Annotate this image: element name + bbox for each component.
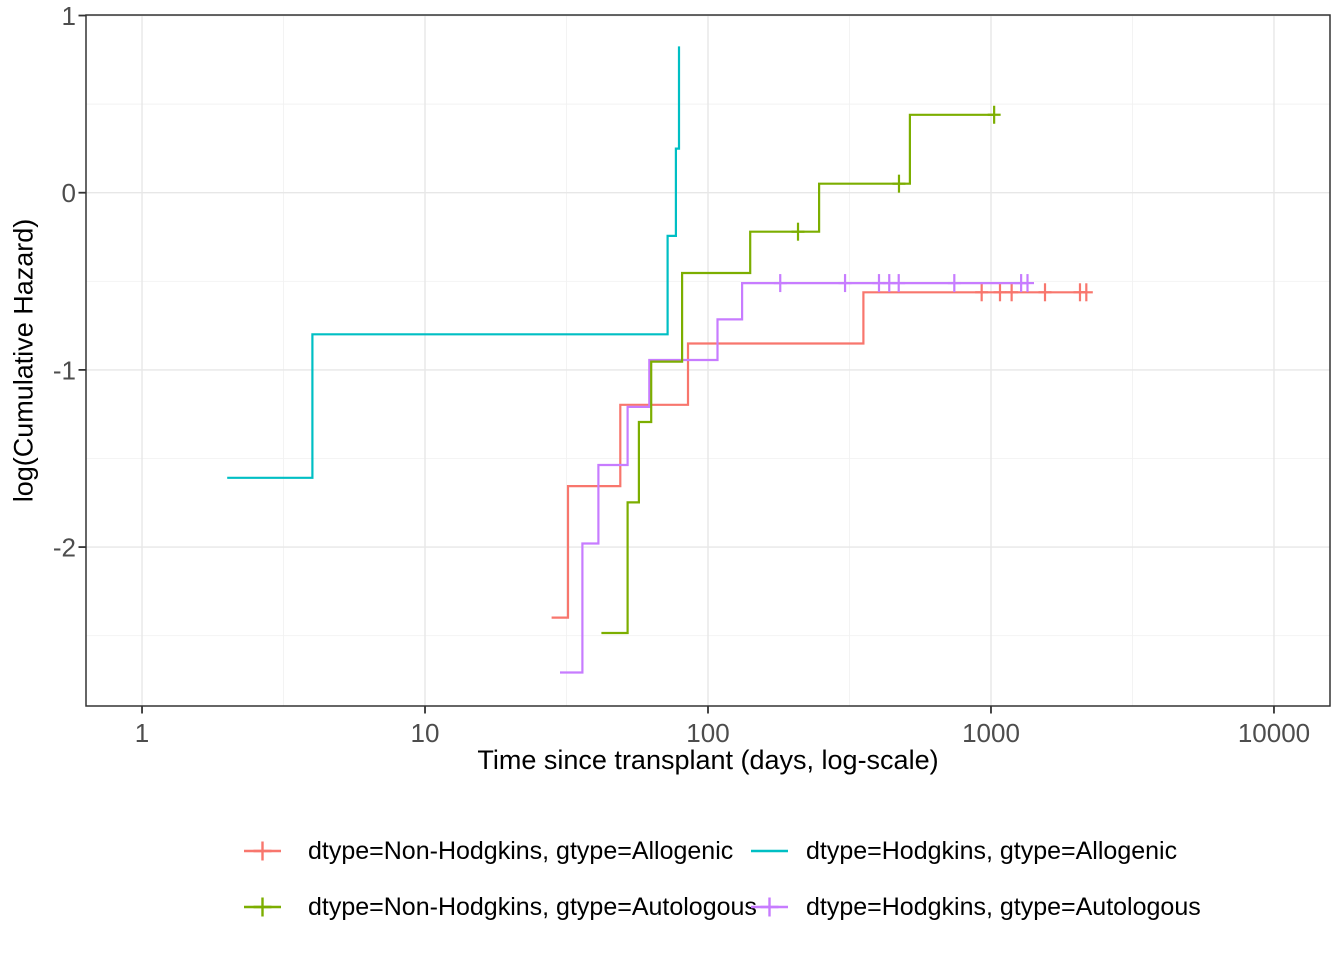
legend-label: dtype=Hodgkins, gtype=Allogenic [806, 837, 1178, 865]
legend-item-nonhodgkins-autologous: dtype=Non-Hodgkins, gtype=Autologous [0, 893, 1344, 921]
x-tick-label: 1000 [962, 718, 1020, 748]
line-plus-key-icon [751, 897, 788, 917]
line-plus-key-icon [244, 897, 281, 917]
x-tick-label: 100 [686, 718, 729, 748]
series-nonhodgkins-autologous [601, 113, 995, 635]
y-tick-label: -1 [53, 355, 76, 385]
series-nonhodgkins-allogenic [551, 291, 1087, 619]
y-tick-label: 0 [62, 178, 76, 208]
line-key-icon [751, 849, 788, 853]
x-tick-label: 1 [135, 718, 149, 748]
y-tick-label: 1 [62, 1, 76, 31]
legend-label: dtype=Hodgkins, gtype=Autologous [806, 893, 1201, 921]
line-plus-key-icon [244, 841, 281, 861]
legend-label: dtype=Non-Hodgkins, gtype=Allogenic [308, 837, 734, 865]
x-axis-title: Time since transplant (days, log-scale) [477, 745, 939, 775]
x-tick-label: 10 [411, 718, 440, 748]
legend-item-hodgkins-autologous: dtype=Hodgkins, gtype=Autologous [0, 893, 1344, 921]
legend-item-hodgkins-allogenic: dtype=Hodgkins, gtype=Allogenic [0, 837, 1344, 865]
x-tick-label: 10000 [1238, 718, 1310, 748]
legend-label: dtype=Non-Hodgkins, gtype=Autologous [308, 893, 757, 921]
series-hodgkins-autologous [560, 282, 1028, 674]
legend-item-nonhodgkins-allogenic: dtype=Non-Hodgkins, gtype=Allogenic [0, 837, 1344, 865]
y-tick-label: -2 [53, 533, 76, 563]
y-axis-title: log(Cumulative Hazard) [8, 218, 39, 503]
series-hodgkins-allogenic [227, 46, 681, 479]
